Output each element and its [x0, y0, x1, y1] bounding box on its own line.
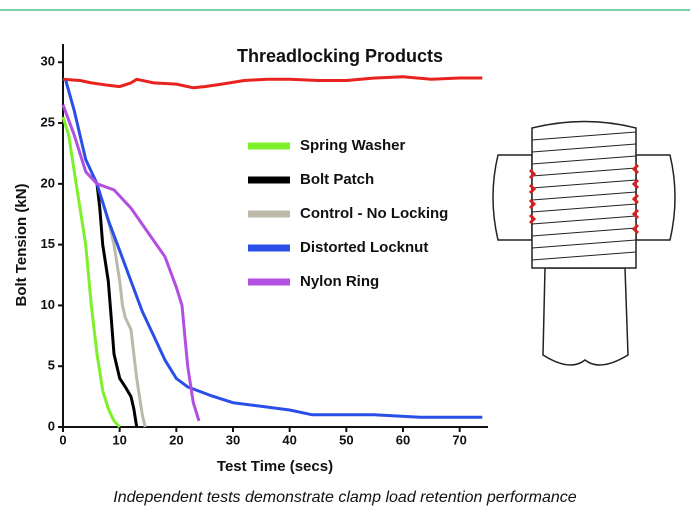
series-line [95, 183, 139, 428]
y-tick-label: 30 [41, 54, 55, 69]
y-tick-label: 15 [41, 236, 55, 251]
caption: Independent tests demonstrate clamp load… [113, 489, 576, 506]
x-axis-label: Test Time (secs) [217, 458, 333, 475]
y-tick-label: 0 [48, 418, 55, 433]
series-line [61, 104, 201, 422]
legend-label: Spring Washer [300, 137, 405, 154]
chart-title: Threadlocking Products [237, 46, 443, 66]
y-tick-label: 20 [41, 175, 55, 190]
series-line [61, 116, 121, 429]
y-axis-label: Bolt Tension (kN) [13, 183, 30, 306]
x-tick-label: 60 [396, 432, 410, 447]
legend-label: Nylon Ring [300, 273, 379, 290]
legend-label: Bolt Patch [300, 171, 374, 188]
y-tick-label: 10 [41, 297, 55, 312]
x-tick-label: 20 [169, 432, 183, 447]
x-tick-label: 30 [226, 432, 240, 447]
series-line [62, 75, 483, 90]
y-tick-label: 25 [41, 114, 55, 129]
x-tick-label: 40 [282, 432, 296, 447]
x-tick-label: 50 [339, 432, 353, 447]
y-tick-label: 5 [48, 358, 55, 373]
bolt-illustration [492, 120, 676, 366]
legend-label: Distorted Locknut [300, 239, 428, 256]
series-line [101, 201, 147, 428]
x-tick-label: 10 [112, 432, 126, 447]
legend-label: Control - No Locking [300, 205, 448, 222]
series-line [64, 80, 483, 419]
x-tick-label: 70 [452, 432, 466, 447]
x-tick-label: 0 [59, 432, 66, 447]
